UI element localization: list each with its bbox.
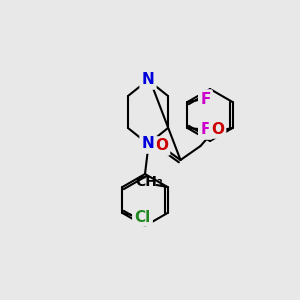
Text: CH₃: CH₃ [136,175,164,189]
Text: F: F [200,92,211,106]
Text: O: O [155,139,168,154]
Text: N: N [142,136,154,152]
Text: Cl: Cl [134,209,151,224]
Text: F: F [200,122,211,137]
Text: O: O [211,122,224,136]
Text: N: N [142,73,154,88]
